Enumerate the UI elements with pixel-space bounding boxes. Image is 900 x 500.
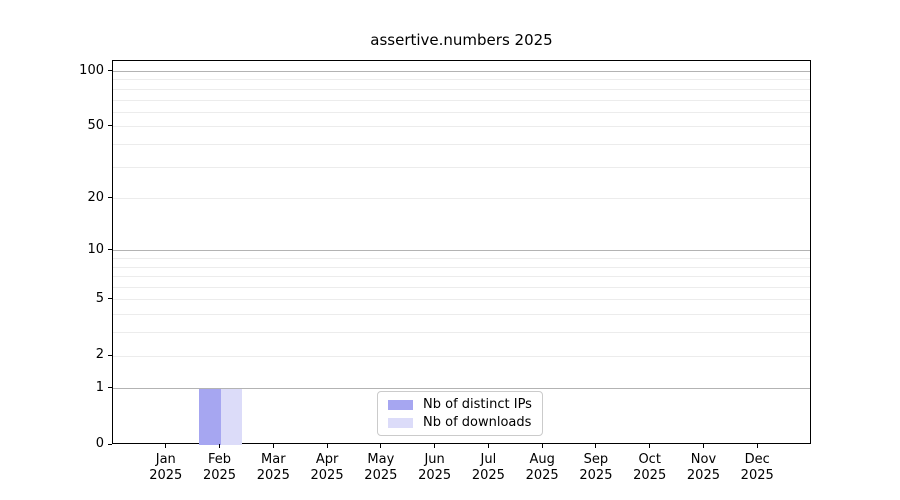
y-axis-tick bbox=[108, 443, 112, 445]
y-gridline-minor bbox=[113, 166, 810, 168]
x-axis-tick bbox=[326, 444, 328, 448]
x-axis-tick-label-month: Apr bbox=[315, 452, 339, 467]
x-axis-tick bbox=[380, 444, 382, 448]
x-axis-tick-label-year: 2025 bbox=[686, 468, 720, 483]
x-axis-tick bbox=[487, 444, 489, 448]
x-axis-tick-label-month: Aug bbox=[529, 452, 555, 467]
x-axis-tick bbox=[541, 444, 543, 448]
x-axis-tick-label-month: May bbox=[367, 452, 395, 467]
y-axis-tick bbox=[108, 70, 112, 71]
y-gridline-minor bbox=[113, 126, 810, 128]
x-axis-tick-label: Mar 2025 bbox=[243, 452, 303, 484]
x-axis-tick-label-month: Mar bbox=[261, 452, 286, 467]
y-axis-tick bbox=[108, 125, 112, 127]
x-axis-tick-label: Dec 2025 bbox=[727, 452, 787, 484]
y-axis-tick bbox=[108, 387, 112, 389]
y-gridline-minor bbox=[113, 332, 810, 334]
x-axis-tick bbox=[756, 444, 758, 448]
x-axis-tick-label-month: Jul bbox=[480, 452, 497, 467]
x-axis-tick-label-year: 2025 bbox=[633, 468, 667, 483]
y-gridline-minor bbox=[113, 276, 810, 278]
x-axis-tick-label: Jul 2025 bbox=[458, 452, 518, 484]
x-axis-tick bbox=[219, 444, 221, 448]
y-axis-tick-label: 20 bbox=[87, 189, 104, 205]
x-axis-tick bbox=[649, 444, 651, 448]
x-axis-tick-label-month: Jan bbox=[155, 452, 176, 467]
y-gridline-minor bbox=[113, 79, 810, 81]
y-axis-tick-label: 10 bbox=[87, 241, 104, 257]
y-axis-tick bbox=[108, 354, 112, 356]
y-gridline-minor bbox=[113, 266, 810, 268]
y-gridline-minor bbox=[113, 143, 810, 145]
y-gridline-minor bbox=[113, 198, 810, 200]
x-axis-tick bbox=[165, 444, 167, 448]
x-axis-tick-label-year: 2025 bbox=[364, 468, 398, 483]
plot-area: Nb of distinct IPs Nb of downloads bbox=[112, 60, 811, 445]
x-axis-tick-label: May 2025 bbox=[351, 452, 411, 484]
y-gridline-minor bbox=[113, 314, 810, 316]
x-axis-tick-label-year: 2025 bbox=[310, 468, 344, 483]
x-axis-tick-label: Oct 2025 bbox=[620, 452, 680, 484]
y-axis-tick-label: 5 bbox=[95, 290, 104, 306]
legend-label: Nb of distinct IPs bbox=[423, 397, 532, 412]
x-axis-tick-label: Sep 2025 bbox=[566, 452, 626, 484]
x-axis-tick-label: Jun 2025 bbox=[405, 452, 465, 484]
x-axis-tick-label-month: Nov bbox=[690, 452, 717, 467]
x-axis-tick-label-year: 2025 bbox=[418, 468, 452, 483]
y-axis-tick bbox=[108, 197, 112, 199]
x-axis-tick bbox=[702, 444, 704, 448]
x-axis-tick-label: Nov 2025 bbox=[673, 452, 733, 484]
legend: Nb of distinct IPs Nb of downloads bbox=[377, 391, 543, 436]
x-axis-tick bbox=[595, 444, 597, 448]
x-axis-tick-label-year: 2025 bbox=[740, 468, 774, 483]
x-axis-tick-label-month: Sep bbox=[583, 452, 609, 467]
y-gridline-decade bbox=[113, 388, 810, 390]
x-axis-tick-label: Feb 2025 bbox=[190, 452, 250, 484]
x-axis-tick-label-year: 2025 bbox=[471, 468, 505, 483]
y-gridline-minor bbox=[113, 99, 810, 101]
y-gridline-minor bbox=[113, 258, 810, 260]
x-axis-tick-label-year: 2025 bbox=[256, 468, 290, 483]
x-axis-tick bbox=[272, 444, 274, 448]
y-axis-tick-label: 1 bbox=[95, 379, 104, 395]
y-gridline-decade bbox=[113, 250, 810, 252]
y-gridline-minor bbox=[113, 299, 810, 301]
legend-entry-nb-of-downloads: Nb of downloads bbox=[388, 414, 532, 431]
x-axis-tick-label: Apr 2025 bbox=[297, 452, 357, 484]
y-axis-tick bbox=[108, 298, 112, 300]
legend-entry-nb-of-distinct-ips: Nb of distinct IPs bbox=[388, 396, 532, 413]
x-axis-tick bbox=[434, 444, 436, 448]
y-gridline-minor bbox=[113, 287, 810, 289]
x-axis-tick-label: Aug 2025 bbox=[512, 452, 572, 484]
legend-swatch-nb-of-distinct-ips bbox=[388, 399, 413, 410]
x-axis-tick-label-month: Jun bbox=[424, 452, 445, 467]
y-axis-tick-label: 2 bbox=[95, 347, 104, 363]
y-gridline-minor bbox=[113, 88, 810, 90]
chart-title: assertive.numbers 2025 bbox=[370, 31, 553, 49]
bar-nb-of-downloads bbox=[220, 388, 243, 445]
x-axis-tick-label: Jan 2025 bbox=[136, 452, 196, 484]
y-axis-tick-label: 50 bbox=[87, 117, 104, 133]
y-axis-tick-label: 100 bbox=[79, 62, 104, 78]
x-axis-tick-label-year: 2025 bbox=[202, 468, 237, 483]
x-axis-tick-label-month: Feb bbox=[208, 452, 232, 467]
bar-nb-of-distinct-ips bbox=[199, 388, 221, 445]
y-gridline-minor bbox=[113, 111, 810, 113]
x-axis-tick-label-year: 2025 bbox=[579, 468, 613, 483]
x-axis-tick-label-year: 2025 bbox=[149, 468, 183, 483]
x-axis-tick-label-year: 2025 bbox=[525, 468, 559, 483]
y-gridline-minor bbox=[113, 355, 810, 357]
x-axis-tick-label-month: Oct bbox=[638, 452, 661, 467]
y-gridline-decade bbox=[113, 71, 810, 72]
y-axis-tick bbox=[108, 249, 112, 251]
legend-swatch-nb-of-downloads bbox=[388, 417, 413, 428]
y-axis-tick-label: 0 bbox=[95, 436, 104, 451]
legend-label: Nb of downloads bbox=[423, 415, 532, 430]
x-axis-tick-label-month: Dec bbox=[744, 452, 770, 467]
